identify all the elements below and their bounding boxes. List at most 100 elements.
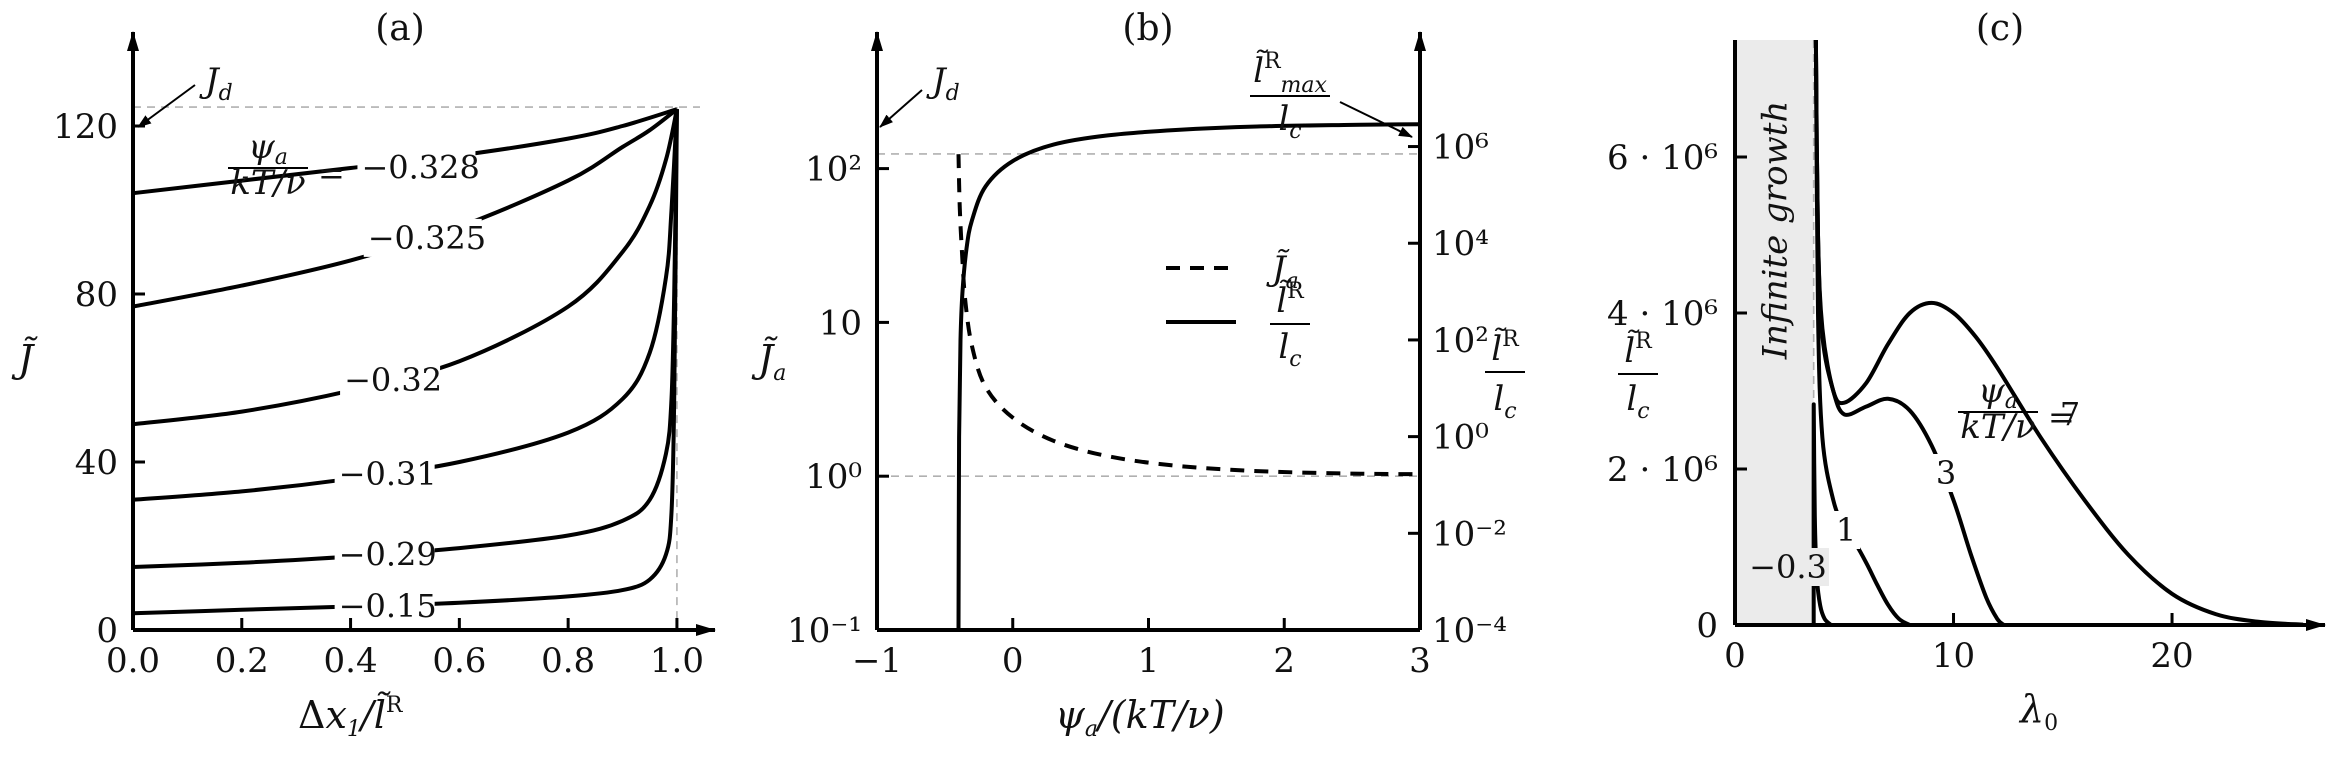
panel-c-curve — [1811, 402, 1833, 627]
panel-c-curve — [1813, 39, 2006, 627]
panel-c-curve-label: −0.3 — [1749, 548, 1827, 586]
panel-b-left-y-tick-label: 10⁰ — [805, 457, 862, 497]
panel-a-legend-prefix: ψa kT/ν = — [228, 127, 345, 203]
panel-a-x-tick-label: 1.0 — [650, 641, 704, 681]
svg-text:=: = — [2048, 398, 2075, 436]
panel-a-y-tick-label: 80 — [75, 275, 118, 315]
panel-c-curve-label-bg — [1747, 548, 1829, 586]
panel-a-curve-label: −0.15 — [339, 587, 437, 625]
panel-b-x-tick-label: 1 — [1138, 641, 1160, 681]
panel-b-lmax-annotation: l̃Rmax lc — [1250, 49, 1413, 144]
svg-text:l̃R: l̃R — [1491, 327, 1520, 369]
panel-b-left-y-ticks: 10⁻¹ 10⁰ 10 10² — [787, 150, 889, 651]
svg-text:lc: lc — [1278, 327, 1301, 372]
panel-c-x-tick-label: 0 — [1724, 636, 1746, 676]
panel-a-curve-label-bg — [334, 535, 435, 574]
panel-b-left-y-tick-label: 10² — [805, 150, 862, 190]
svg-text:lc: lc — [1278, 99, 1301, 144]
panel-c-curve-label-bg — [1832, 511, 1860, 549]
panel-a-curve-label: −0.32 — [344, 361, 442, 399]
panel-b-x-tick-label: 2 — [1273, 641, 1295, 681]
panel-a-title: (a) — [375, 8, 425, 49]
panel-b-jd-arrow — [879, 89, 923, 128]
panel-a-y-tick-label: 120 — [53, 107, 118, 147]
panel-a-curve-label-bg — [334, 454, 435, 493]
panel-a-curve-label-bg — [340, 360, 441, 399]
panel-a-x-ticks: 0.0 0.2 0.4 0.6 0.8 1.0 — [106, 618, 704, 681]
panel-a-curve — [132, 109, 679, 616]
panel-a-y-tick-label: 0 — [96, 611, 118, 651]
panel-b-right-y-tick-label: 10⁴ — [1432, 224, 1489, 264]
panel-c-curve-label-bg — [2056, 395, 2084, 433]
panel-b-curves — [956, 122, 1421, 631]
panel-a-curve-label: −0.328 — [361, 149, 479, 187]
svg-text:ψa: ψa — [1978, 371, 2018, 414]
panel-b-right-y-tick-label: 10⁶ — [1432, 128, 1489, 168]
svg-text:lc: lc — [1493, 379, 1516, 424]
panel-a-curve-label: −0.31 — [339, 455, 437, 493]
panel-a-curve-labels: −0.328 −0.325 −0.32 −0.31 −0.29 −0.15 — [334, 148, 486, 626]
panel-c-y-label: l̃R lc — [1618, 329, 1658, 424]
panel-a-curve-label-bg — [357, 148, 476, 187]
infinite-growth-region — [1735, 40, 1814, 625]
panel-a-y-label: J̃ — [11, 337, 39, 381]
panel-c-curve-labels: 7 3 1−0.3 — [1747, 395, 2084, 586]
panel-b-left-y-tick-label: 10 — [819, 303, 862, 343]
panel-a-curve — [132, 108, 679, 427]
panel-a-x-tick-label: 0.8 — [541, 641, 595, 681]
panel-b-right-y-tick-label: 10⁻⁴ — [1432, 611, 1507, 651]
panel-c-x-label: λ0 — [2018, 687, 2058, 736]
svg-text:=: = — [318, 154, 345, 192]
panel-b-x-tick-label: −1 — [852, 641, 902, 681]
panel-c-y-tick-label: 0 — [1696, 606, 1718, 646]
panel-b-right-y-tick-label: 10⁰ — [1432, 418, 1489, 458]
panel-a-jd-arrow — [137, 84, 196, 128]
svg-text:kT/ν: kT/ν — [230, 163, 305, 203]
panel-a-curve-label: −0.29 — [339, 536, 437, 574]
panel-a-x-tick-label: 0.2 — [215, 641, 269, 681]
panel-a: (a) −0.328 −0.325 −0.32 −0.31 −0.29 −0.15 0.0… — [11, 8, 716, 742]
panel-c-curve-label: 7 — [2060, 395, 2080, 433]
panel-b-guides — [877, 153, 1420, 477]
panel-a-curve — [132, 107, 679, 309]
panel-a-curve — [132, 109, 679, 502]
panel-b-jd-label: Jd — [926, 61, 960, 106]
panel-a-jd-label: Jd — [199, 61, 233, 106]
panel-b-right-y-ticks: 10⁻⁴ 10⁻² 10⁰ 10² 10⁴ 10⁶ — [1408, 128, 1507, 651]
panel-b-left-y-label: J̃a — [751, 337, 786, 386]
panel-c-curve — [1813, 39, 2304, 627]
panel-b-x-label: ψa/(kT/ν) — [1055, 693, 1225, 742]
panel-b-x-tick-label: 0 — [1002, 641, 1024, 681]
panel-a-curves — [132, 107, 679, 616]
panel-b-legend: J̃a l̃R lc — [1166, 249, 1310, 372]
panel-b-left-y-tick-label: 10⁻¹ — [787, 611, 862, 651]
panel-b-curve — [956, 154, 1421, 477]
panel-c-curve-label: 1 — [1836, 511, 1856, 549]
panel-c-curve-label: 3 — [1936, 454, 1956, 492]
panel-c-y-tick-label: 4 · 10⁶ — [1607, 294, 1718, 334]
panel-a-x-label: Δx1/l̃R — [298, 692, 404, 742]
panel-c-y-tick-label: 2 · 10⁶ — [1607, 450, 1718, 490]
svg-text:l̃R: l̃R — [1624, 329, 1653, 371]
panel-c: (c) Infinite growth 7 3 1−0.3 0 10 20 0 2 · 1… — [1607, 8, 2326, 736]
panel-a-y-tick-label: 40 — [75, 443, 118, 483]
svg-text:l̃R: l̃R — [1276, 279, 1305, 321]
panel-b-right-y-tick-label: 10² — [1432, 321, 1489, 361]
panel-c-x-tick-label: 10 — [1932, 636, 1975, 676]
panel-a-curve-label-bg — [363, 218, 482, 257]
panel-b-right-y-tick-label: 10⁻² — [1432, 514, 1507, 554]
panel-a-x-tick-label: 0.0 — [106, 641, 160, 681]
panel-b-curve — [956, 122, 1421, 631]
panel-c-legend-prefix: ψa kT/ν = — [1958, 371, 2075, 447]
panel-c-y-tick-label: 6 · 10⁶ — [1607, 138, 1718, 178]
panel-b-x-tick-label: 3 — [1409, 641, 1431, 681]
panel-b-title: (b) — [1122, 8, 1173, 49]
svg-text:l̃Rmax: l̃Rmax — [1253, 49, 1327, 98]
panel-a-curve-label: −0.325 — [368, 219, 486, 257]
panel-c-curve-label-bg — [1932, 454, 1960, 492]
panel-b-x-ticks: −1 0 1 2 3 — [852, 618, 1431, 681]
panel-a-x-tick-label: 0.4 — [324, 641, 378, 681]
svg-text:kT/ν: kT/ν — [1960, 407, 2035, 447]
panel-c-x-ticks: 0 10 20 — [1724, 613, 2194, 676]
